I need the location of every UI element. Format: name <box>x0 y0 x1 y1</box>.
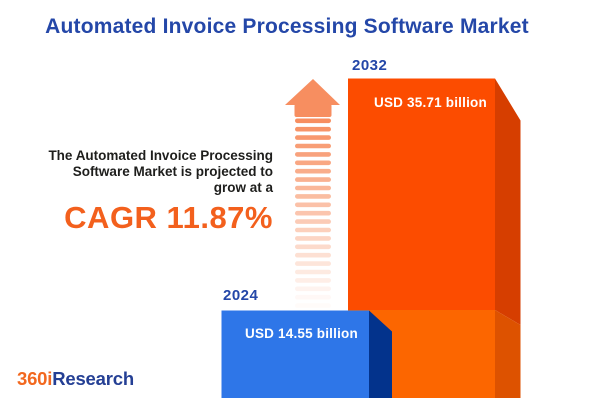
brand-logo: 360iResearch <box>17 368 134 390</box>
arrow-stem-dashes <box>295 118 331 308</box>
bar-2024 <box>221 310 392 398</box>
bar-2024-front <box>221 310 369 398</box>
arrow-dash <box>295 244 331 250</box>
arrow-dash <box>295 261 331 266</box>
annotation-text: The Automated Invoice Processing Softwar… <box>0 148 273 196</box>
arrow-dash <box>295 135 331 140</box>
bar-2024-value-label: USD 14.55 billion <box>245 326 358 341</box>
arrow-dash <box>295 177 331 182</box>
arrow-dash <box>295 236 331 241</box>
arrow-dash <box>295 118 331 124</box>
arrow-dash <box>295 185 331 191</box>
annotation-line-2: Software Market is projected to <box>72 164 273 179</box>
bar-2032-year-label: 2032 <box>352 57 388 74</box>
page-title: Automated Invoice Processing Software Ma… <box>45 15 529 38</box>
arrow-dash <box>295 227 331 233</box>
arrow-dash <box>295 143 331 149</box>
arrow-neck <box>294 104 332 117</box>
bar-2032-side-lower <box>495 310 521 398</box>
bar-2032-value-label: USD 35.71 billion <box>374 95 487 110</box>
arrow-dash <box>295 210 331 216</box>
arrow-dash <box>295 126 331 132</box>
bar-2032-side-upper <box>495 78 521 325</box>
annotation-line-1: The Automated Invoice Processing <box>48 148 273 163</box>
bar-2032-front-upper <box>348 78 495 310</box>
cagr-value: CAGR 11.87% <box>64 200 273 235</box>
brand-logo-suffix: Research <box>52 368 134 389</box>
bar-2024-year-label: 2024 <box>223 287 259 304</box>
arrow-dash <box>295 294 331 300</box>
bar-2032 <box>348 78 521 398</box>
bar-2024-side <box>369 310 392 398</box>
arrow-dash <box>295 168 331 174</box>
arrow-dash <box>295 219 331 224</box>
arrow-dash <box>295 269 331 275</box>
arrow-head-icon <box>285 79 340 105</box>
arrow-dash <box>295 303 331 308</box>
arrow-dash <box>295 194 331 199</box>
brand-logo-prefix: 360i <box>17 368 53 389</box>
arrow-dash <box>295 252 331 258</box>
annotation-line-3: grow at a <box>213 180 273 195</box>
growth-arrow-icon <box>285 79 340 308</box>
arrow-dash <box>295 160 331 166</box>
arrow-dash <box>295 202 331 208</box>
arrow-dash <box>295 152 331 157</box>
arrow-dash <box>295 278 331 283</box>
arrow-dash <box>295 286 331 292</box>
